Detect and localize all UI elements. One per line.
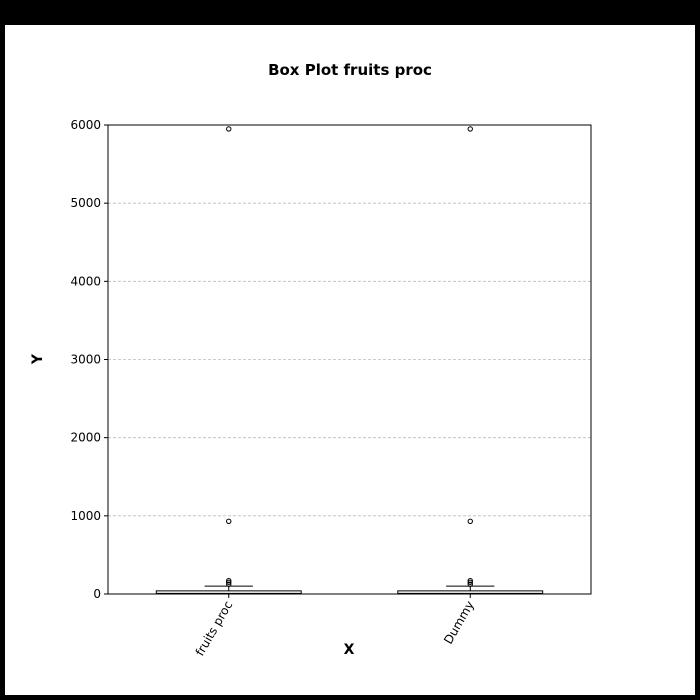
chart-title: Box Plot fruits proc (268, 61, 432, 79)
x-tick-label: fruits proc (193, 599, 236, 659)
x-tick-label: Dummy (441, 599, 477, 647)
y-tick-label: 6000 (70, 118, 101, 132)
grid-lines (108, 202, 591, 517)
box-1 (155, 126, 302, 595)
y-tick-label: 2000 (70, 431, 101, 445)
outlier-point (226, 518, 232, 525)
y-tick-label: 4000 (70, 274, 101, 288)
box-plot: Box Plot fruits proc X Y 0 1000 2000 3000 40… (30, 61, 592, 658)
y-tick-label: 1000 (70, 509, 101, 523)
x-axis-label: X (344, 642, 355, 658)
y-tick-label: 5000 (70, 196, 101, 210)
y-tick-label: 0 (93, 587, 101, 601)
outlier-point (467, 518, 473, 525)
outlier-point (467, 578, 473, 584)
chart-canvas: Box Plot fruits proc X Y 0 1000 2000 3000 40… (5, 25, 695, 695)
y-ticks: 0 1000 2000 3000 4000 5000 6000 (70, 118, 108, 601)
y-tick-label: 3000 (70, 353, 101, 367)
plot-frame (107, 124, 592, 595)
outlier-point (226, 578, 232, 584)
outlier-point (467, 126, 473, 132)
x-ticks: fruits proc Dummy (193, 594, 477, 658)
box-2 (397, 126, 544, 595)
outlier-point (467, 581, 473, 587)
y-axis-label: Y (30, 353, 46, 365)
outlier-point (226, 126, 232, 132)
boxes (155, 126, 544, 595)
outlier-point (226, 581, 232, 587)
